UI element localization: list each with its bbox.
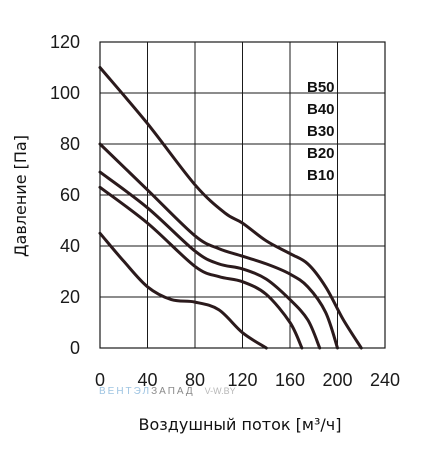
- y-axis-ticks: 0 20 40 60 80 100 120: [50, 32, 80, 358]
- series-label-b20: B20: [307, 145, 335, 162]
- series-line-b10: [98, 231, 268, 350]
- series-labels: B50 B40 B30 B20 B10: [307, 79, 335, 184]
- series-label-b10: B10: [307, 167, 335, 184]
- y-axis-label: Давление [Па]: [11, 135, 30, 257]
- watermark: ВЕНТЭЛЗАПАД V-W.BY: [99, 386, 236, 397]
- series-label-b30: B30: [307, 123, 335, 140]
- series-label-b50: B50: [307, 79, 335, 96]
- series-line-b30: [98, 170, 322, 350]
- x-tick-label-0: 0: [95, 370, 105, 390]
- grid: [99, 41, 386, 349]
- x-tick-label-5: 200: [322, 370, 352, 390]
- x-tick-label-3: 120: [227, 370, 257, 390]
- watermark-brand-b: ЗАПАД: [151, 386, 195, 397]
- series-line-b40: [98, 142, 339, 350]
- series-line-b50: [98, 66, 363, 350]
- y-tick-label-2: 40: [60, 236, 80, 256]
- x-tick-label-2: 80: [185, 370, 205, 390]
- series-label-b40: B40: [307, 101, 335, 118]
- y-tick-label-0: 0: [70, 338, 80, 358]
- x-tick-label-4: 160: [275, 370, 305, 390]
- y-tick-label-4: 80: [60, 134, 80, 154]
- plot-frame: [99, 41, 386, 349]
- series-line-b20: [98, 185, 304, 350]
- curves: [98, 66, 363, 350]
- x-axis-label: Воздушный поток [м³/ч]: [139, 415, 342, 434]
- y-tick-label-6: 120: [50, 32, 80, 52]
- watermark-site: V-W.BY: [205, 386, 236, 396]
- y-tick-label-1: 20: [60, 287, 80, 307]
- watermark-brand-a: ВЕНТЭЛ: [99, 386, 151, 397]
- y-tick-label-5: 100: [50, 83, 80, 103]
- x-tick-label-1: 40: [137, 370, 157, 390]
- x-axis-ticks: 0 40 80 120 160 200 240: [95, 370, 400, 390]
- y-tick-label-3: 60: [60, 185, 80, 205]
- x-tick-label-6: 240: [370, 370, 400, 390]
